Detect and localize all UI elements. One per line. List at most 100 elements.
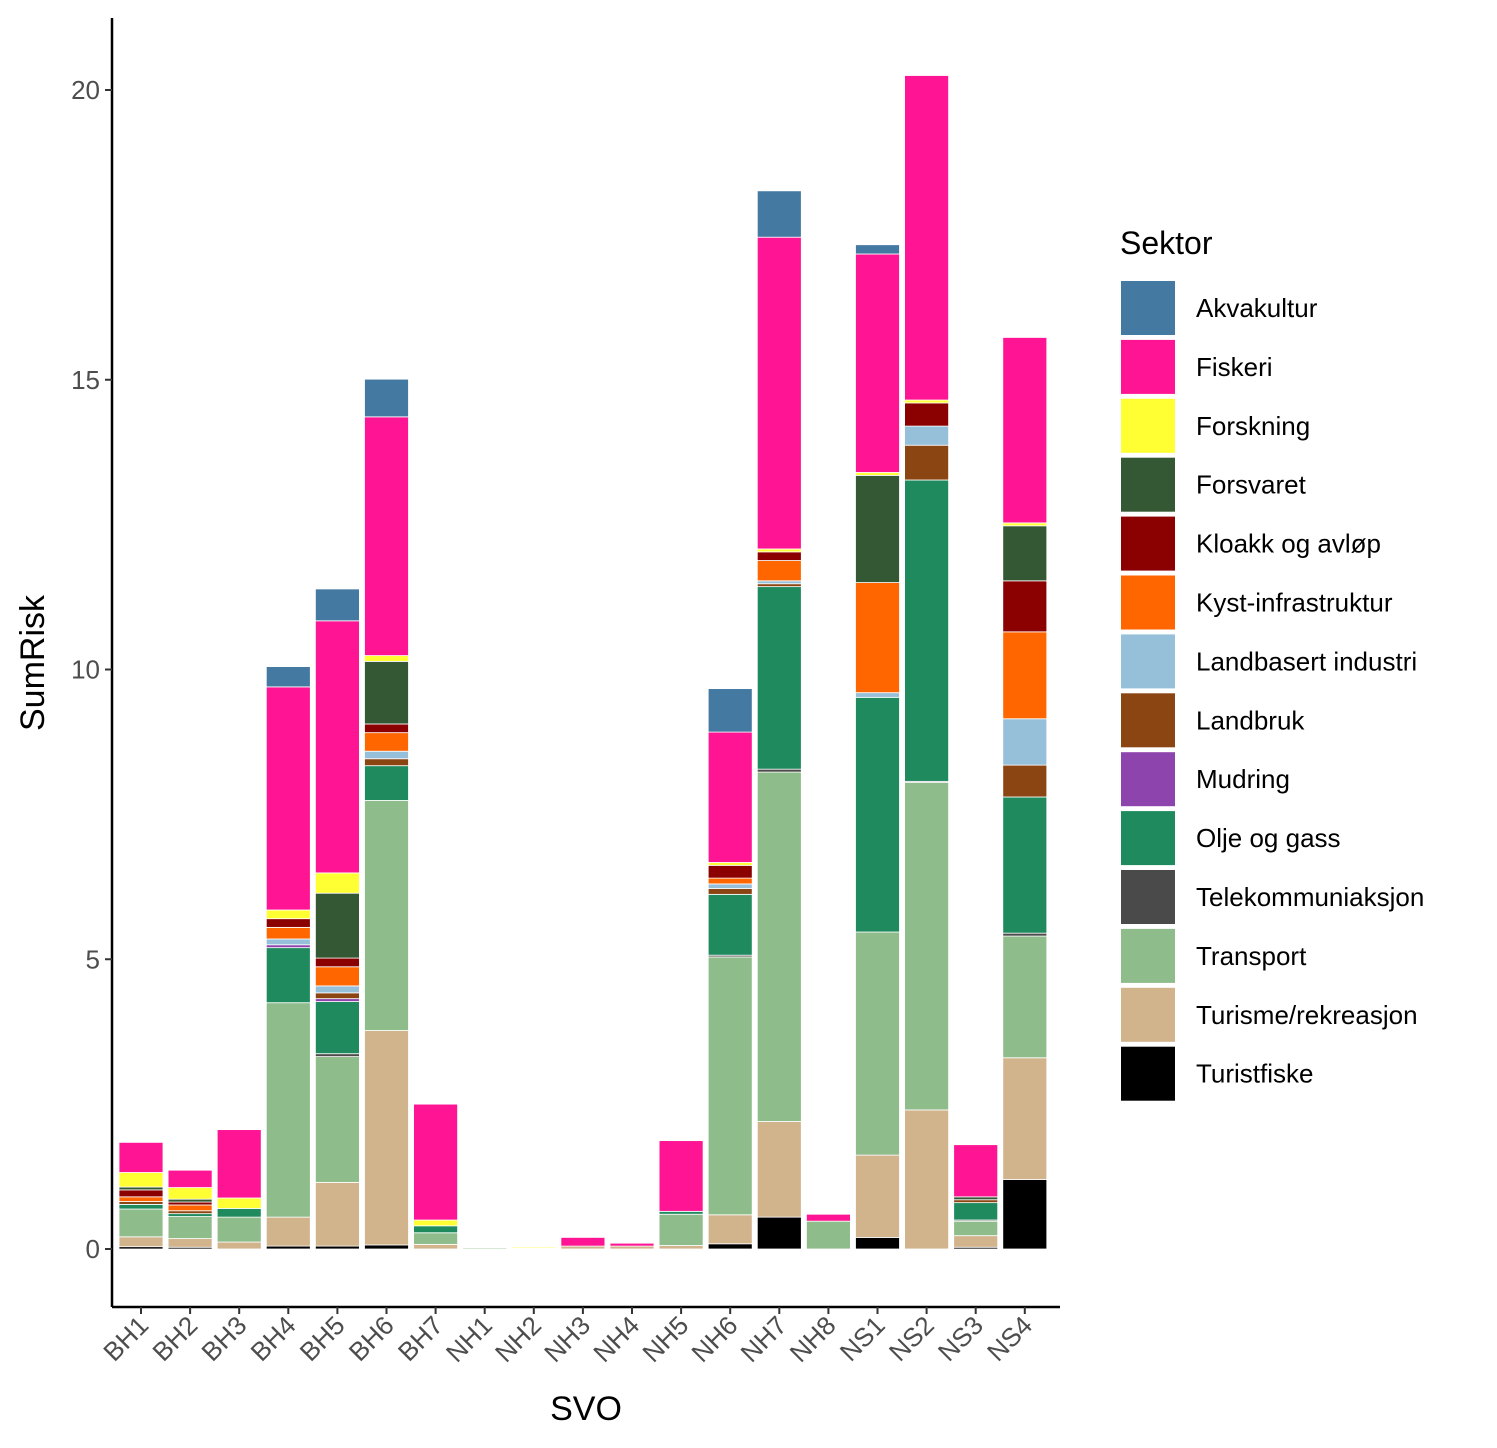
legend-label-akvakultur: Akvakultur	[1196, 293, 1318, 323]
legend-key-landbruk	[1121, 693, 1175, 748]
bar-segment-nh7-kloakk-og-avlop	[756, 551, 802, 561]
legend-key-forskning	[1121, 398, 1175, 453]
x-tick-label-nh1: NH1	[440, 1310, 498, 1368]
legend-key-landbasert-industri	[1121, 634, 1175, 689]
x-tick-label-nh2: NH2	[489, 1310, 547, 1368]
bar-segment-bh5-mudring	[314, 998, 360, 1002]
bar-segment-nh6-turistfiske	[707, 1243, 753, 1250]
legend-label-kyst-infrastruktur: Kyst-infrastruktur	[1196, 588, 1393, 618]
x-tick-label-nh4: NH4	[587, 1310, 645, 1368]
legend-title: Sektor	[1120, 225, 1213, 261]
bar-segment-bh5-turisme-rekreasjon	[314, 1181, 360, 1247]
bar-segment-bh5-turistfiske	[314, 1245, 360, 1250]
bar-segment-ns4-forskning	[1002, 522, 1048, 527]
x-tick-label-ns1: NS1	[834, 1310, 891, 1367]
bar-segment-ns4-olje-og-gass	[1002, 796, 1048, 934]
bar-segment-ns1-forsvaret	[855, 474, 900, 583]
legend-label-mudring: Mudring	[1196, 764, 1290, 794]
bar-segment-nh7-akvakultur	[756, 190, 802, 238]
bar-segment-bh1-landbruk	[118, 1201, 164, 1205]
bar-segment-bh5-forskning	[314, 872, 360, 894]
bar-segment-nh5-olje-og-gass	[658, 1210, 704, 1215]
legend-label-forsvaret: Forsvaret	[1196, 470, 1307, 500]
bar-segment-bh1-turisme-rekreasjon	[118, 1236, 164, 1248]
legend-key-akvakultur	[1121, 281, 1175, 335]
bar-segment-nh8-transport	[806, 1220, 851, 1250]
bar-segment-bh2-kyst-infrastruktur	[167, 1204, 213, 1212]
bar-segment-bh2-forsvaret	[167, 1198, 213, 1203]
x-tick-label-nh3: NH3	[538, 1310, 596, 1368]
bar-segment-nh6-olje-og-gass	[707, 893, 753, 956]
bar-segment-ns2-fiskeri	[904, 75, 949, 401]
x-tick-label-bh7: BH7	[392, 1310, 449, 1367]
bar-segment-ns4-landbruk	[1002, 764, 1048, 798]
x-tick-label-ns4: NS4	[981, 1310, 1038, 1367]
bar-segment-bh5-fiskeri	[314, 620, 360, 874]
bar-segment-nh1-transport	[462, 1247, 508, 1250]
bar-segment-nh7-turistfiske	[756, 1216, 802, 1250]
bar-segment-ns1-kyst-infrastruktur	[855, 582, 900, 694]
y-tick-label-20: 20	[71, 75, 100, 105]
legend-key-mudring	[1121, 752, 1175, 807]
bar-segment-bh4-forskning	[265, 909, 311, 920]
x-tick-label-nh6: NH6	[685, 1310, 743, 1368]
bar-segment-bh4-fiskeri	[265, 686, 311, 911]
x-axis-title: SVO	[550, 1390, 622, 1428]
bar-segment-nh7-forskning	[756, 548, 802, 553]
bar-segment-bh2-olje-og-gass	[167, 1213, 213, 1217]
bar-segment-bh1-fiskeri	[118, 1141, 164, 1173]
bar-segment-bh4-olje-og-gass	[265, 947, 311, 1004]
bar-segment-bh6-fiskeri	[364, 416, 409, 656]
bar-segment-bh5-akvakultur	[314, 588, 360, 622]
bar-segment-bh6-kloakk-og-avlop	[364, 723, 409, 734]
bar-segment-bh4-turisme-rekreasjon	[265, 1216, 311, 1247]
bar-segment-nh6-transport	[707, 956, 753, 1216]
bar-segment-bh5-kyst-infrastruktur	[314, 966, 360, 987]
bar-segment-nh6-landbruk	[707, 888, 753, 895]
bar-segment-bh7-turisme-rekreasjon	[413, 1243, 459, 1250]
bar-segment-ns1-transport	[855, 931, 900, 1156]
bar-segment-bh6-olje-og-gass	[364, 765, 409, 801]
bar-segment-bh6-forskning	[364, 655, 409, 662]
bar-segment-ns4-fiskeri	[1002, 337, 1048, 524]
bar-segment-nh7-fiskeri	[756, 236, 802, 550]
x-tick-label-ns2: NS2	[883, 1310, 940, 1367]
y-tick-label-15: 15	[71, 365, 100, 395]
x-tick-label-bh2: BH2	[146, 1310, 203, 1367]
bar-segment-bh3-turisme-rekreasjon	[216, 1241, 262, 1250]
bars-layer	[118, 75, 1048, 1250]
bar-segment-ns1-turisme-rekreasjon	[855, 1154, 900, 1238]
bar-segment-ns3-turisme-rekreasjon	[953, 1235, 999, 1248]
legend-key-turisme-rekreasjon	[1121, 987, 1175, 1042]
bar-segment-nh5-fiskeri	[658, 1140, 704, 1212]
x-tick-label-bh5: BH5	[294, 1310, 351, 1367]
bar-segment-bh6-transport	[364, 800, 409, 1031]
bar-segment-ns2-turisme-rekreasjon	[904, 1109, 949, 1250]
bar-segment-ns2-landbruk	[904, 444, 949, 481]
bar-segment-ns1-forskning	[855, 472, 900, 476]
legend-key-telekommuniaksjon	[1121, 870, 1175, 924]
bar-segment-nh7-turisme-rekreasjon	[756, 1121, 802, 1218]
bar-segment-bh6-akvakultur	[364, 378, 409, 418]
bar-segment-nh5-transport	[658, 1213, 704, 1246]
bar-segment-ns2-landbasert-industri	[904, 425, 949, 446]
bar-segment-nh5-turisme-rekreasjon	[658, 1245, 704, 1250]
x-tick-label-bh4: BH4	[245, 1310, 302, 1367]
bar-segment-bh2-kloakk-og-avlop	[167, 1201, 213, 1206]
bar-segment-bh5-forsvaret	[314, 892, 360, 959]
legend-label-forskning: Forskning	[1196, 411, 1310, 441]
bar-segment-nh7-landbasert-industri	[756, 580, 802, 585]
bar-segment-bh5-kloakk-og-avlop	[314, 957, 360, 968]
bar-segment-bh4-turistfiske	[265, 1245, 311, 1250]
legend-key-turistfiske	[1121, 1046, 1175, 1101]
bar-segment-ns1-fiskeri	[855, 253, 900, 473]
bar-segment-ns4-landbasert-industri	[1002, 718, 1048, 766]
bar-segment-bh1-forskning	[118, 1172, 164, 1188]
bar-segment-nh3-turisme-rekreasjon	[560, 1245, 606, 1250]
x-tick-label-bh1: BH1	[97, 1310, 154, 1367]
bar-segment-nh6-kyst-infrastruktur	[707, 877, 753, 885]
bar-segment-nh6-forskning	[707, 862, 753, 866]
y-tick-label-5: 5	[86, 944, 100, 974]
bar-segment-ns2-transport	[904, 782, 949, 1111]
bar-segment-ns2-olje-og-gass	[904, 479, 949, 782]
